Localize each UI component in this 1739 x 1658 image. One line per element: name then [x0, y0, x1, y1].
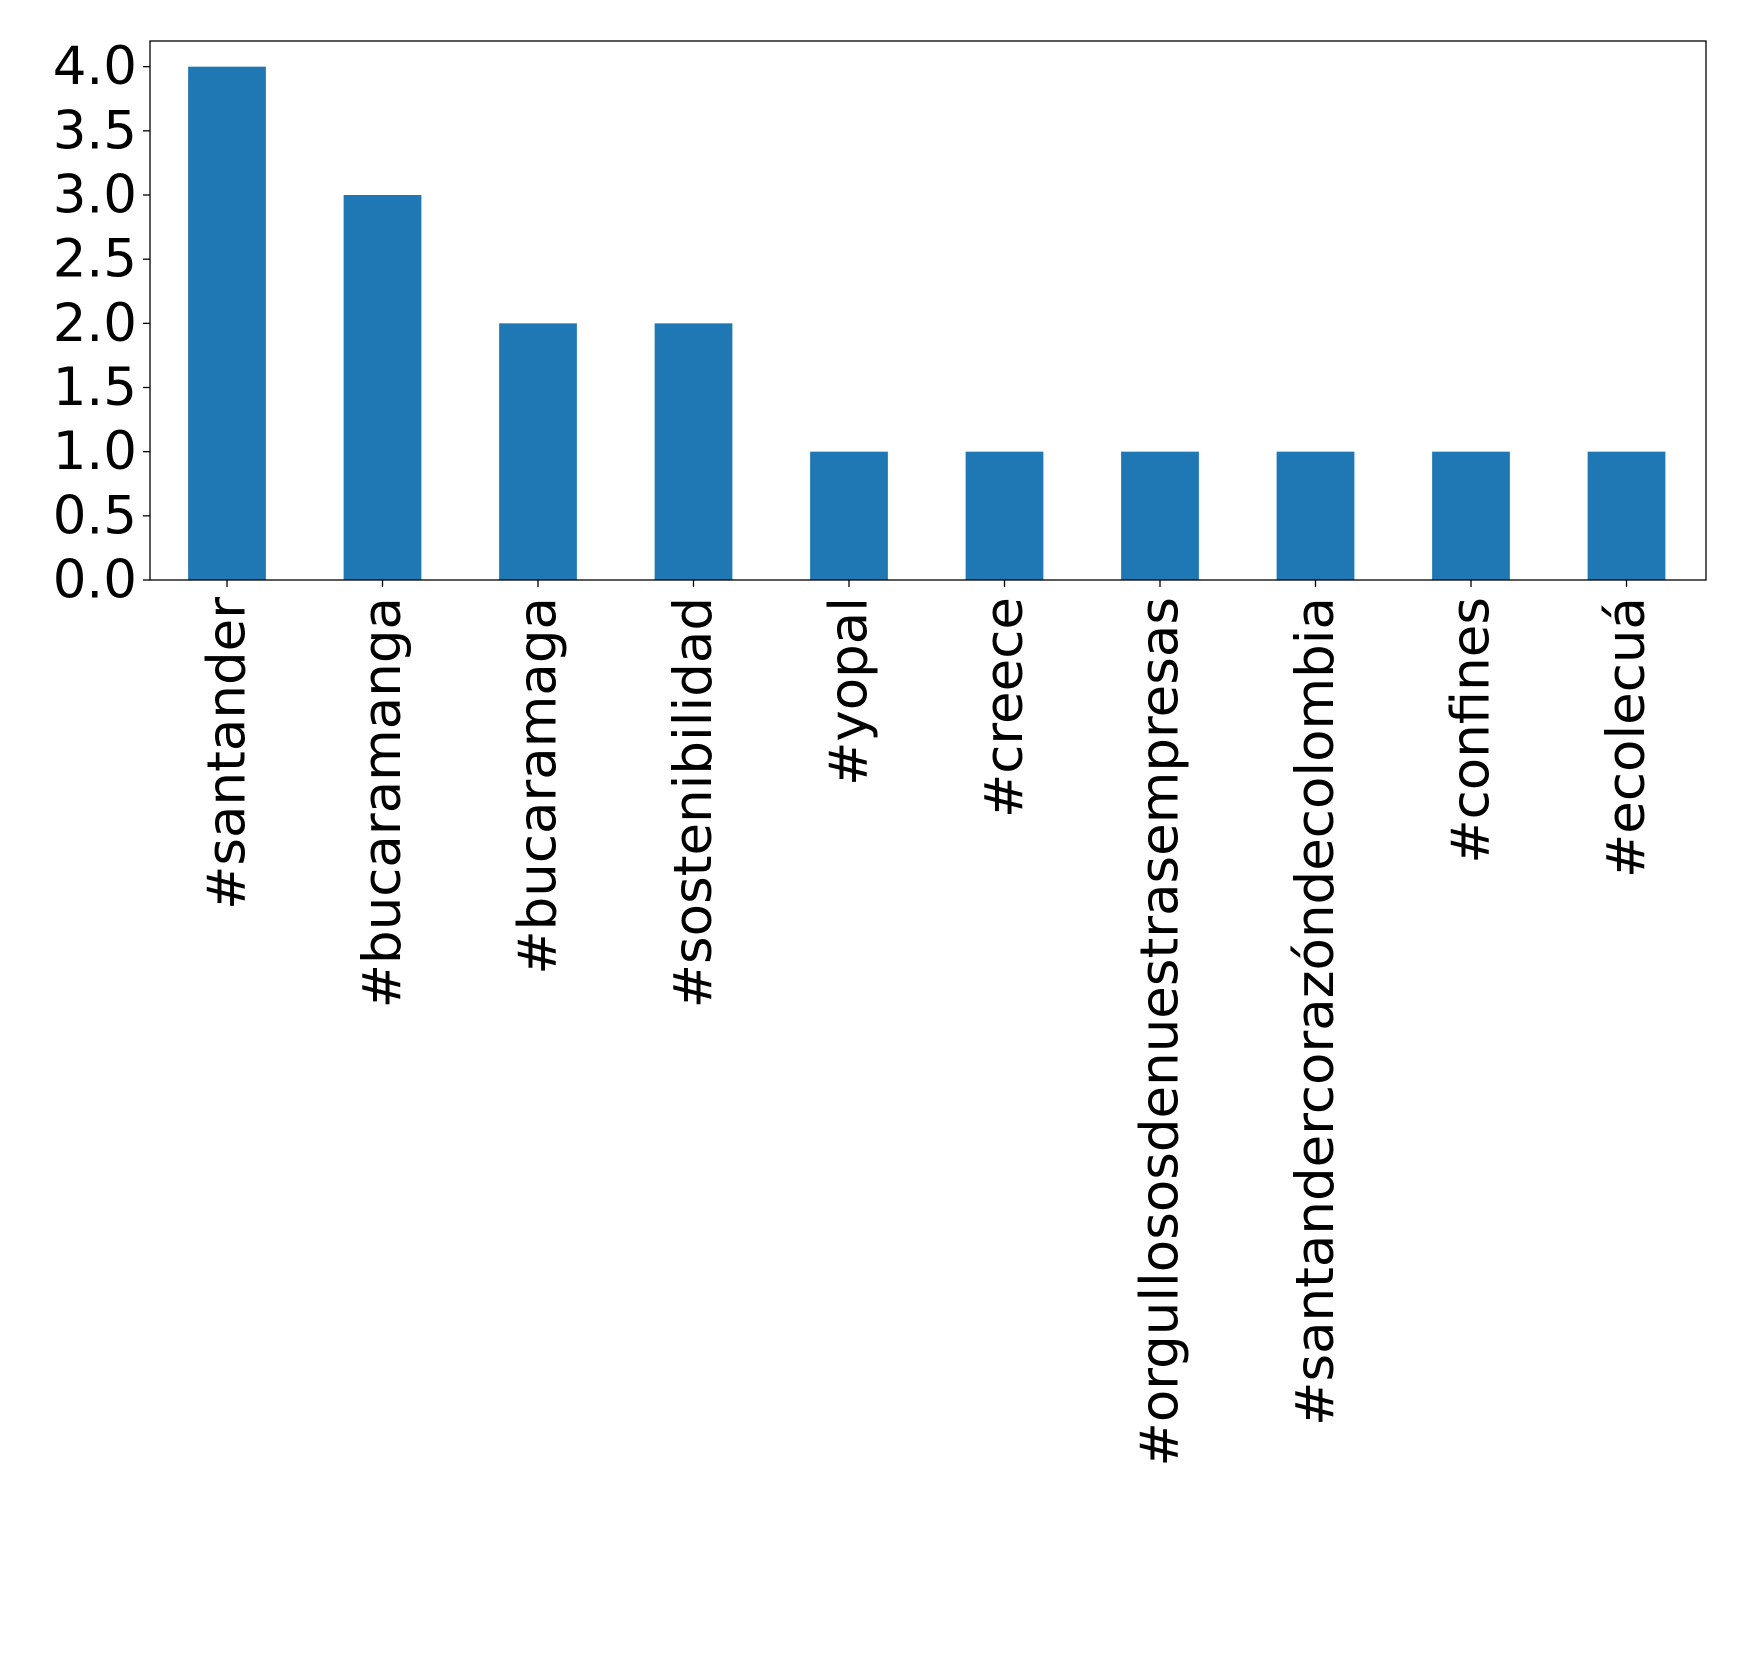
y-tick-label: 2.0 — [53, 293, 137, 354]
plot-frame — [149, 40, 1707, 581]
x-tick-label: #yopal — [819, 597, 880, 786]
bar — [1587, 451, 1666, 580]
y-tick-label: 1.0 — [53, 421, 137, 482]
y-tick-label: 4.0 — [53, 36, 137, 97]
bar — [343, 195, 422, 580]
x-tick-label: #orgullososdenuestrasempresas — [1130, 597, 1191, 1467]
bars-layer — [188, 66, 1666, 580]
x-tick-label: #creece — [974, 597, 1035, 818]
x-tick-label: #bucaramanga — [352, 597, 413, 1008]
bar — [810, 451, 888, 580]
y-tick-label: 0.0 — [53, 550, 137, 611]
x-tick-label: #bucaramaga — [508, 597, 569, 975]
bar — [1276, 451, 1355, 580]
x-tick-label: #confines — [1441, 597, 1502, 864]
bar — [188, 66, 266, 580]
y-tick-label: 3.0 — [53, 165, 137, 226]
bar — [499, 323, 577, 580]
x-tick-label: #sostenibilidad — [663, 597, 724, 1008]
y-axis: 0.00.51.01.52.02.53.03.54.0 — [53, 36, 150, 611]
x-axis: #santander #bucaramanga #bucaramaga #sosten… — [197, 580, 1657, 1467]
y-tick-label: 3.5 — [53, 100, 137, 161]
bar — [1121, 451, 1199, 580]
y-tick-label: 0.5 — [53, 485, 137, 546]
x-tick-label: #ecolecuá — [1596, 597, 1657, 878]
bar — [965, 451, 1044, 580]
x-tick-label: #santandercorazóndecolombia — [1285, 597, 1346, 1426]
y-tick-label: 1.5 — [53, 357, 137, 418]
x-tick-label: #santander — [197, 597, 258, 910]
bar — [654, 323, 733, 580]
y-tick-label: 2.5 — [53, 229, 137, 290]
bar — [1432, 451, 1510, 580]
